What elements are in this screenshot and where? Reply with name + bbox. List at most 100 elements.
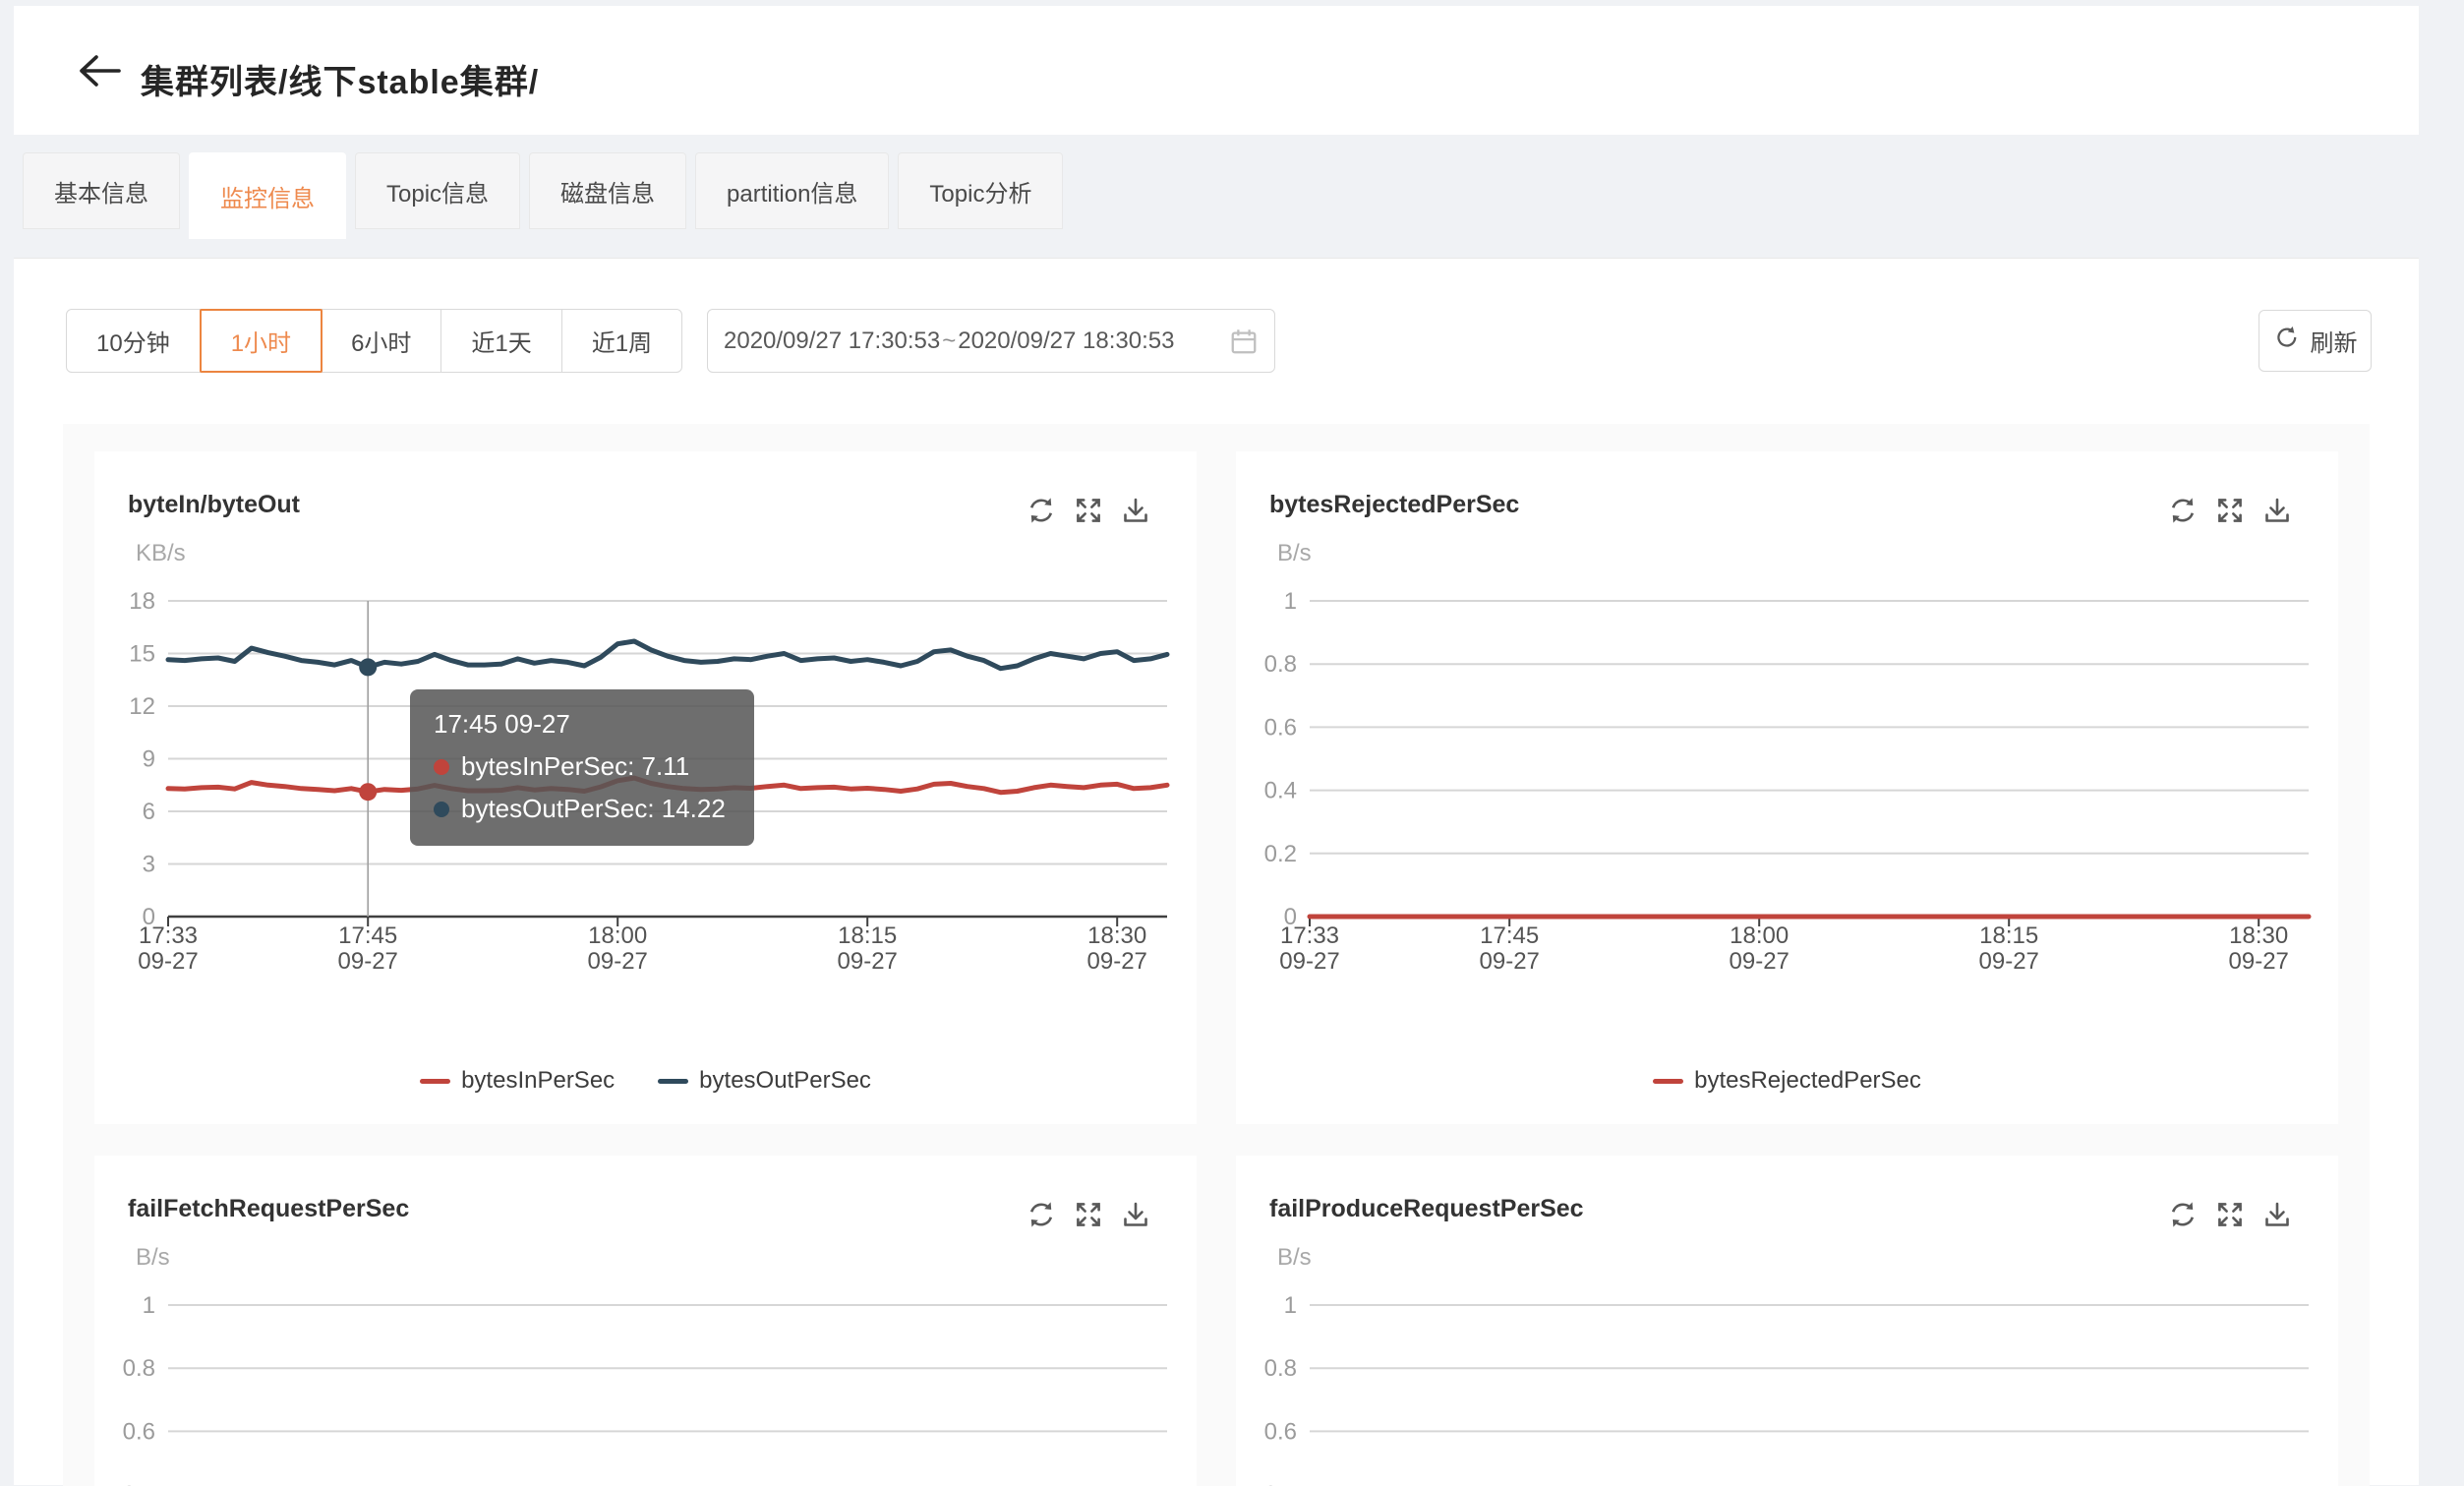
gridlines: 00.20.40.60.81 — [1264, 1292, 2309, 1486]
series-line-bytesInPerSec — [165, 775, 1170, 796]
svg-text:17:45: 17:45 — [338, 922, 397, 949]
chart-download-icon[interactable] — [1120, 1199, 1151, 1235]
svg-text:09-27: 09-27 — [838, 948, 898, 975]
chart-title: failProduceRequestPerSec — [1269, 1195, 1584, 1222]
chart-fullscreen-icon[interactable] — [2214, 495, 2246, 531]
chart-legend: bytesInPerSec bytesOutPerSec — [94, 1067, 1197, 1095]
chart-download-icon[interactable] — [1120, 495, 1151, 531]
back-button[interactable] — [75, 49, 124, 92]
chart-card-byteInbyteOut: byteIn/byteOut KB/s 0 3 6 9 12 15 18 17:33 09-27 17… — [94, 451, 1197, 1124]
svg-text:17:33: 17:33 — [139, 922, 198, 949]
chart-reload-icon[interactable] — [1026, 1199, 1057, 1235]
chart-canvas[interactable]: 00.20.40.60.8117:3309-2717:4509-2718:000… — [1236, 451, 2338, 1124]
chart-canvas[interactable]: 00.20.40.60.81 — [94, 1156, 1197, 1486]
svg-text:0.8: 0.8 — [1264, 651, 1297, 678]
svg-text:09-27: 09-27 — [1087, 948, 1147, 975]
svg-text:09-27: 09-27 — [1979, 948, 2039, 975]
gridlines: 0 3 6 9 12 15 18 — [129, 588, 1167, 930]
svg-text:09-27: 09-27 — [588, 948, 648, 975]
chart-toolbar — [2167, 1199, 2293, 1235]
chart-card-failProduceRequestPerSec: failProduceRequestPerSecB/s00.20.40.60.8… — [1236, 1156, 2338, 1486]
chart-reload-icon[interactable] — [2167, 495, 2199, 531]
chart-canvas[interactable]: 00.20.40.60.81 — [1236, 1156, 2338, 1486]
chart-fullscreen-icon[interactable] — [1073, 1199, 1104, 1235]
refresh-label: 刷新 — [2310, 330, 2358, 357]
chart-legend: bytesRejectedPerSec — [1236, 1067, 2338, 1095]
chart-card-failFetchRequestPerSec: failFetchRequestPerSec B/s 00.20.40.60.81 — [94, 1156, 1197, 1486]
page-header: 集群列表/线下stable集群/ — [14, 6, 2419, 135]
chart-download-icon[interactable] — [2261, 495, 2293, 531]
chart-toolbar — [1026, 495, 1151, 531]
svg-text:1: 1 — [143, 1292, 155, 1319]
refresh-button[interactable]: 刷新 — [2259, 310, 2372, 372]
svg-text:18:30: 18:30 — [2229, 922, 2288, 949]
svg-text:17:33: 17:33 — [1280, 922, 1339, 949]
legend-color-dash — [658, 1078, 689, 1084]
time-range-4[interactable]: 近1周 — [591, 330, 653, 357]
time-range-0[interactable]: 10分钟 — [67, 310, 201, 372]
time-range-3[interactable]: 近1天 — [441, 310, 562, 372]
gridlines: 00.20.40.60.81 — [123, 1292, 1167, 1486]
date-start-value[interactable]: 2020/09/27 17:30:53 — [724, 327, 941, 354]
arrow-left-icon — [75, 55, 124, 96]
legend-item-bytesRejectedPerSec[interactable]: bytesRejectedPerSec — [1653, 1067, 1921, 1095]
hover-dot-bytesInPerSec — [359, 783, 378, 802]
tab-[interactable]: 基本信息 — [23, 152, 180, 229]
date-end-value[interactable]: 2020/09/27 18:30:53 — [958, 327, 1175, 354]
svg-text:18:15: 18:15 — [1979, 922, 2038, 949]
svg-text:0.6: 0.6 — [1264, 1418, 1297, 1445]
tab-topic[interactable]: Topic分析 — [898, 152, 1064, 229]
svg-text:0.4: 0.4 — [1264, 778, 1297, 804]
svg-text:09-27: 09-27 — [2229, 948, 2289, 975]
svg-text:18:30: 18:30 — [1087, 922, 1146, 949]
svg-text:0.4: 0.4 — [1264, 1482, 1297, 1486]
svg-text:0.6: 0.6 — [123, 1418, 155, 1445]
svg-text:0.6: 0.6 — [1264, 714, 1297, 741]
charts-panel: byteIn/byteOut KB/s 0 3 6 9 12 15 18 17:33 09-27 17… — [63, 424, 2370, 1486]
svg-text:6: 6 — [143, 799, 155, 825]
tab-[interactable]: 磁盘信息 — [529, 152, 687, 229]
chart-fullscreen-icon[interactable] — [2214, 1199, 2246, 1235]
gridlines: 00.20.40.60.81 — [1264, 588, 2309, 930]
legend-item-bytesInPerSec[interactable]: bytesInPerSec — [420, 1067, 615, 1095]
time-range-1[interactable]: 1小时 — [199, 309, 323, 373]
chart-reload-icon[interactable] — [2167, 1199, 2199, 1235]
chart-card-bytesRejectedPerSec: bytesRejectedPerSec B/s 0 0.2 0.4 0.6 0.8 1 17:3… — [1236, 451, 2338, 1124]
date-range-picker[interactable]: 2020/09/27 17:30:53 ~ 2020/09/27 18:30:5… — [707, 309, 1275, 373]
svg-text:0: 0 — [1284, 904, 1297, 930]
svg-text:09-27: 09-27 — [338, 948, 398, 975]
svg-text:0.8: 0.8 — [1264, 1355, 1297, 1382]
tab-[interactable]: 监控信息 — [189, 152, 346, 239]
time-range-group: 10分钟 1小时 6小时 近1天 近1周 — [66, 309, 683, 373]
y-axis-unit: B/s — [1277, 540, 1312, 566]
legend-color-dash — [1653, 1078, 1684, 1084]
chart-title: bytesRejectedPerSec — [1269, 491, 1520, 518]
time-range-2[interactable]: 6小时 — [322, 310, 442, 372]
chart-title: byteIn/byteOut — [128, 491, 301, 518]
svg-text:09-27: 09-27 — [1279, 948, 1339, 975]
reload-icon — [2273, 324, 2301, 358]
svg-text:09-27: 09-27 — [138, 948, 198, 975]
legend-label: bytesInPerSec — [461, 1067, 616, 1094]
svg-text:1: 1 — [1284, 588, 1297, 615]
legend-item-bytesOutPerSec[interactable]: bytesOutPerSec — [658, 1067, 871, 1095]
svg-text:09-27: 09-27 — [1480, 948, 1540, 975]
tab-partition[interactable]: partition信息 — [695, 152, 890, 229]
chart-download-icon[interactable] — [2261, 1199, 2293, 1235]
calendar-icon[interactable] — [1229, 327, 1259, 356]
chart-canvas[interactable]: 036912151817:3309-2717:4509-2718:0009-27… — [94, 451, 1197, 1124]
legend-color-dash — [420, 1078, 451, 1084]
series-line-bytesOutPerSec — [165, 638, 1170, 672]
chart-reload-icon[interactable] — [1026, 495, 1057, 531]
svg-text:3: 3 — [143, 852, 155, 878]
chart-title: failFetchRequestPerSec — [128, 1195, 410, 1222]
chart-toolbar — [2167, 495, 2293, 531]
chart-toolbar — [1026, 1199, 1151, 1235]
chart-fullscreen-icon[interactable] — [1073, 495, 1104, 531]
y-axis-unit: B/s — [136, 1244, 170, 1271]
date-range-separator: ~ — [942, 327, 957, 354]
tab-topic[interactable]: Topic信息 — [355, 152, 521, 229]
svg-text:15: 15 — [129, 641, 155, 668]
hover-dot-bytesOutPerSec — [359, 658, 378, 677]
